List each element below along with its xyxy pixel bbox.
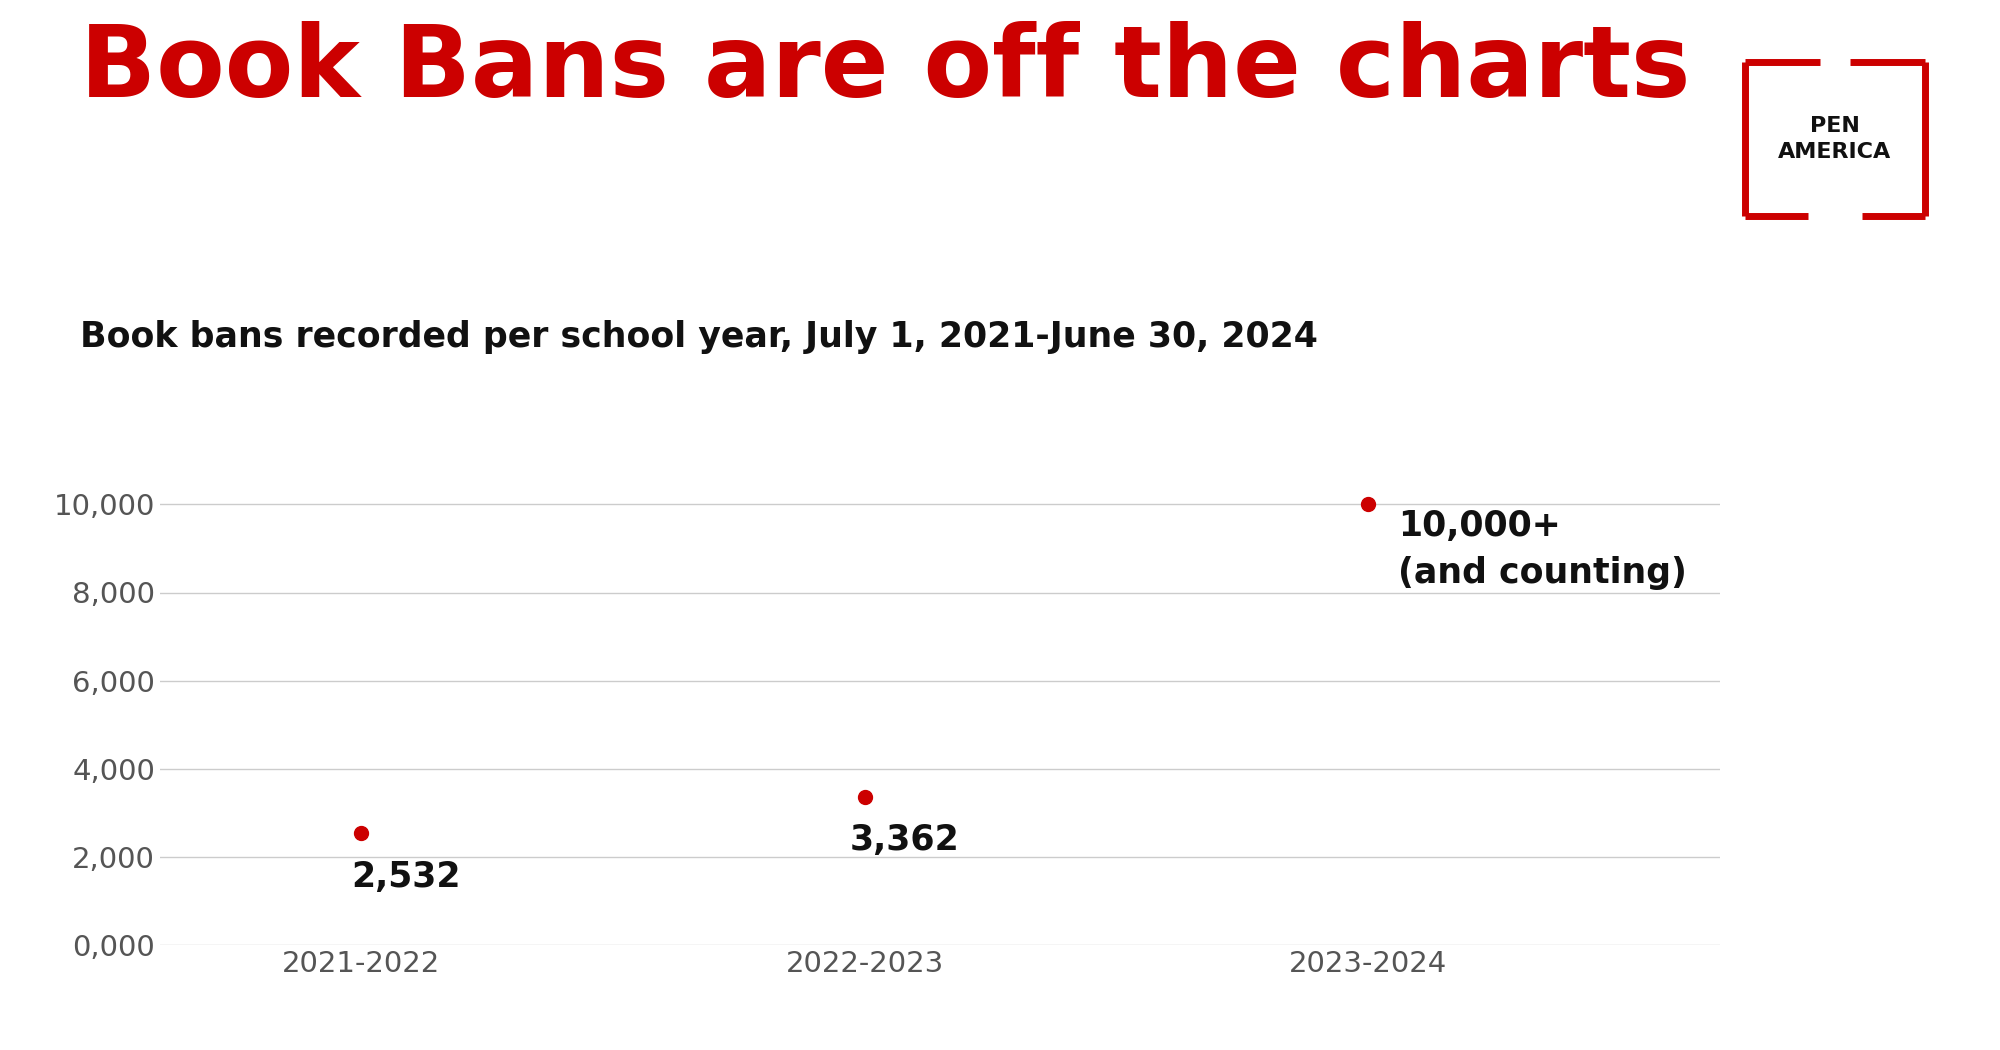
Point bbox=[848, 789, 880, 805]
Text: Book bans recorded per school year, July 1, 2021-June 30, 2024: Book bans recorded per school year, July… bbox=[80, 320, 1318, 354]
Text: Book Bans are off the charts: Book Bans are off the charts bbox=[80, 21, 1690, 118]
Text: 3,362: 3,362 bbox=[850, 823, 960, 857]
Text: PEN
AMERICA: PEN AMERICA bbox=[1778, 116, 1892, 163]
Point bbox=[1352, 496, 1384, 512]
Text: 2,532: 2,532 bbox=[352, 860, 460, 894]
Point bbox=[346, 825, 378, 842]
Text: 10,000+
(and counting): 10,000+ (and counting) bbox=[1398, 509, 1686, 590]
